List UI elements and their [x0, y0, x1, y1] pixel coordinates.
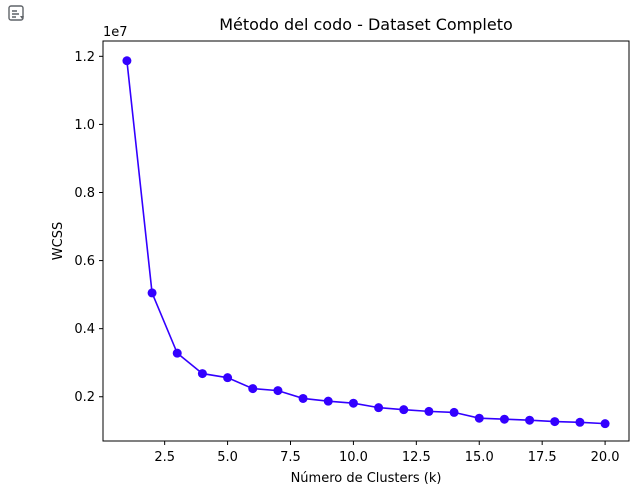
series-line: [126, 60, 606, 425]
data-point: [298, 393, 308, 403]
series-line-group: [126, 60, 606, 425]
data-point: [273, 386, 283, 396]
data-point: [600, 419, 610, 429]
data-point: [147, 288, 157, 298]
x-tick-label: 17.5: [528, 450, 557, 465]
y-tick-label: 1.0: [74, 118, 95, 133]
y-axis-label: WCSS: [51, 222, 66, 260]
x-tick-label: 7.5: [280, 450, 301, 465]
x-tick-label: 20.0: [591, 450, 620, 465]
data-point: [197, 369, 207, 379]
y-axis-ticks: 0.2 0.4 0.6 0.8 1.0 1.2: [74, 50, 103, 405]
y-tick-label: 1.2: [74, 50, 95, 65]
series-points-group: [122, 56, 610, 429]
output-toggle-icon[interactable]: [7, 4, 27, 24]
y-tick-label: 0.2: [74, 390, 95, 405]
data-point: [424, 406, 434, 416]
y-tick-label: 0.8: [74, 186, 95, 201]
plot-frame: [102, 40, 630, 442]
x-tick-label: 2.5: [154, 450, 175, 465]
y-tick-label: 0.6: [74, 254, 95, 269]
data-point: [223, 373, 233, 383]
chart-title: Método del codo - Dataset Completo: [219, 15, 513, 34]
data-point: [399, 405, 409, 415]
x-axis-ticks: 2.5 5.0 7.5 10.0 12.5 15.0 17.5 20.0: [154, 441, 620, 465]
data-point: [525, 415, 535, 425]
y-scale-label: 1e7: [103, 25, 128, 40]
y-tick-label: 0.4: [74, 322, 95, 337]
x-tick-label: 12.5: [402, 450, 431, 465]
data-point: [348, 398, 358, 408]
data-point: [575, 417, 585, 427]
data-point: [449, 407, 459, 417]
data-point: [374, 403, 384, 413]
data-point: [323, 396, 333, 406]
x-tick-label: 5.0: [217, 450, 238, 465]
x-axis-label: Número de Clusters (k): [291, 471, 442, 486]
data-point: [122, 56, 132, 66]
data-point: [499, 414, 509, 424]
data-point: [248, 384, 258, 394]
x-tick-label: 15.0: [465, 450, 494, 465]
x-tick-label: 10.0: [339, 450, 368, 465]
data-point: [172, 348, 182, 358]
data-point: [474, 413, 484, 423]
data-point: [550, 417, 560, 427]
